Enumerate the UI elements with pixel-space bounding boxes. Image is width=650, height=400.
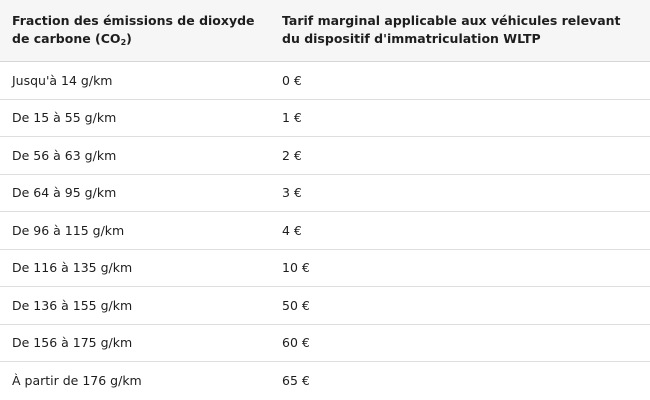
table-row: De 56 à 63 g/km 2 € bbox=[0, 137, 650, 175]
cell-tarif: 65 € bbox=[282, 373, 310, 389]
cell-fraction: De 116 à 135 g/km bbox=[12, 260, 133, 276]
table-row: De 156 à 175 g/km 60 € bbox=[0, 325, 650, 362]
table-row: De 15 à 55 g/km 1 € bbox=[0, 100, 650, 137]
table-row: À partir de 176 g/km 65 € bbox=[0, 362, 650, 400]
cell-fraction: De 15 à 55 g/km bbox=[12, 110, 117, 126]
cell-fraction: À partir de 176 g/km bbox=[12, 373, 142, 389]
cell-tarif: 50 € bbox=[282, 297, 310, 313]
cell-tarif: 3 € bbox=[282, 185, 302, 201]
table-row: De 116 à 135 g/km 10 € bbox=[0, 250, 650, 287]
table-row: Jusqu'à 14 g/km 0 € bbox=[0, 62, 650, 100]
header-tarif: Tarif marginal applicable aux véhicules … bbox=[282, 13, 621, 46]
cell-tarif: 60 € bbox=[282, 335, 310, 351]
table-row: De 136 à 155 g/km 50 € bbox=[0, 287, 650, 325]
table-row: De 64 à 95 g/km 3 € bbox=[0, 175, 650, 212]
cell-tarif: 4 € bbox=[282, 222, 302, 238]
header-fraction: Fraction des émissions de dioxyde de car… bbox=[12, 13, 255, 47]
cell-fraction: De 64 à 95 g/km bbox=[12, 185, 117, 201]
table-row: De 96 à 115 g/km 4 € bbox=[0, 212, 650, 250]
table-header: Fraction des émissions de dioxyde de car… bbox=[0, 0, 650, 62]
cell-fraction: De 96 à 115 g/km bbox=[12, 222, 125, 238]
cell-tarif: 0 € bbox=[282, 72, 302, 88]
cell-tarif: 1 € bbox=[282, 110, 302, 126]
cell-fraction: Jusqu'à 14 g/km bbox=[12, 72, 113, 88]
cell-tarif: 10 € bbox=[282, 260, 310, 276]
cell-fraction: De 56 à 63 g/km bbox=[12, 147, 117, 163]
cell-fraction: De 156 à 175 g/km bbox=[12, 335, 133, 351]
cell-tarif: 2 € bbox=[282, 147, 302, 163]
cell-fraction: De 136 à 155 g/km bbox=[12, 297, 133, 313]
